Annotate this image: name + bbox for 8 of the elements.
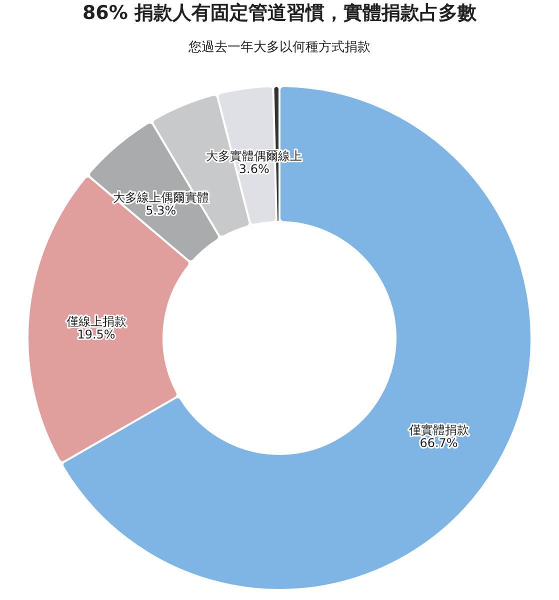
data-label: 19.5% [77, 327, 116, 342]
data-label: 66.7% [420, 436, 458, 450]
data-label: 3.6% [238, 162, 270, 176]
chart-subtitle: 您過去一年大多以何種方式捐款 [188, 39, 370, 56]
data-label: 5.3% [146, 203, 176, 218]
slice-label: 僅實體捐款 [408, 423, 469, 438]
slice-label: 僅線上捐款 [65, 314, 126, 328]
chart-title: 86% 捐款人有固定管道習慣，實體捐款占多數 [82, 2, 478, 24]
